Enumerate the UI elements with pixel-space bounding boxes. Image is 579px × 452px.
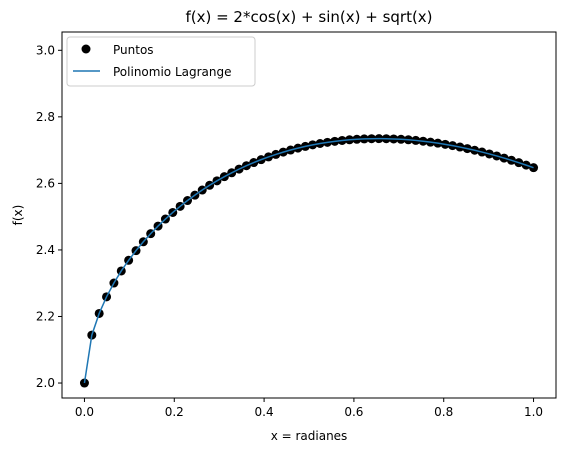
y-tick-label: 2.2 [36,309,55,323]
plot-area [79,134,539,388]
legend-label-lagrange: Polinomio Lagrange [113,65,232,79]
legend-marker-puntos [81,44,91,54]
legend-label-puntos: Puntos [113,43,154,57]
y-tick-label: 2.8 [36,110,55,124]
y-tick-label: 2.0 [36,376,55,390]
legend: Puntos Polinomio Lagrange [66,36,256,87]
x-axis: 0.0 0.2 0.4 0.6 0.8 1.0 [75,398,543,419]
legend-box [66,36,256,87]
x-tick-label: 1.0 [524,405,543,419]
y-axis-label: f(x) [11,205,25,226]
y-tick-label: 2.6 [36,176,55,190]
chart-title: f(x) = 2*cos(x) + sin(x) + sqrt(x) [185,8,432,26]
series-lagrange-line [83,137,534,384]
x-tick-label: 0.6 [344,405,363,419]
x-axis-label: x = radianes [271,429,348,443]
plot-frame [61,31,557,399]
y-tick-label: 2.4 [36,243,55,257]
x-tick-label: 0.0 [75,405,94,419]
y-axis: 2.0 2.2 2.4 2.6 2.8 3.0 [36,43,62,390]
x-tick-label: 0.8 [434,405,453,419]
y-tick-label: 3.0 [36,43,55,57]
x-tick-label: 0.4 [255,405,274,419]
series-puntos [79,134,539,388]
x-tick-label: 0.2 [165,405,184,419]
